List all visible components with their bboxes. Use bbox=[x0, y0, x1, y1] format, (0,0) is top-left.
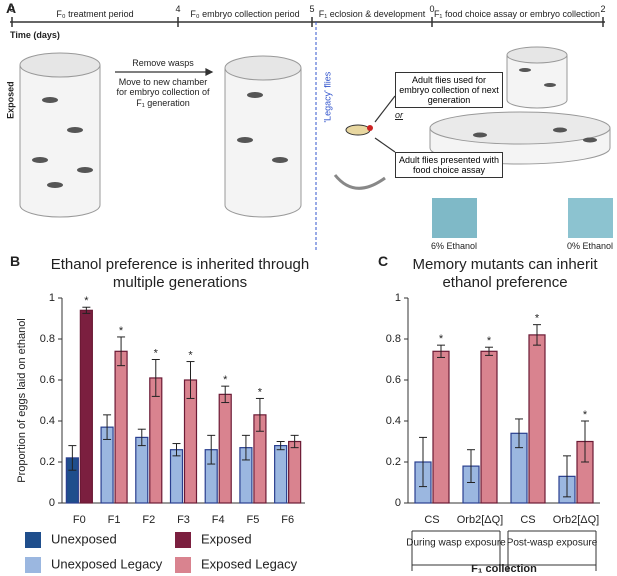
y-tick-label: 0.2 bbox=[386, 456, 401, 468]
y-tick-label: 0.4 bbox=[40, 415, 55, 427]
legend-swatch bbox=[25, 557, 41, 573]
panel-label: A bbox=[6, 0, 17, 16]
significance: * bbox=[258, 386, 263, 398]
period: F₁ eclosion & development bbox=[318, 9, 426, 19]
legend-swatch bbox=[25, 532, 41, 548]
x-tick-label: F4 bbox=[212, 514, 225, 526]
y-tick-label: 0 bbox=[395, 497, 401, 509]
group-bracket bbox=[411, 530, 501, 571]
x-tick-label: F0 bbox=[73, 514, 86, 526]
bar bbox=[528, 334, 546, 504]
bar bbox=[79, 309, 93, 504]
significance: * bbox=[119, 325, 124, 337]
plate-label: 6% Ethanol bbox=[430, 241, 478, 251]
y-tick-label: 1 bbox=[49, 292, 55, 304]
bar bbox=[480, 350, 498, 504]
plate-image bbox=[568, 198, 613, 238]
period: F₀ embryo collection period bbox=[190, 9, 300, 19]
period: F₀ treatment period bbox=[56, 9, 134, 19]
y-tick-label: 0 bbox=[49, 497, 55, 509]
time-axis-label: Time (days) bbox=[10, 30, 60, 40]
bar bbox=[169, 449, 184, 504]
bar bbox=[135, 436, 149, 504]
significance: * bbox=[439, 333, 444, 345]
x-tick-label: F2 bbox=[142, 514, 155, 526]
time-tick: 0 bbox=[429, 4, 435, 14]
group-label: During wasp exposure bbox=[406, 538, 506, 549]
plate-label: 0% Ethanol bbox=[566, 241, 614, 251]
x-tick-label: Orb2[ΔQ] bbox=[553, 514, 599, 526]
significance: * bbox=[188, 349, 193, 361]
or-label: or bbox=[395, 110, 404, 120]
group-title: F₁ collection bbox=[471, 563, 537, 575]
x-tick-label: CS bbox=[520, 514, 535, 526]
y-tick-label: 0.4 bbox=[386, 415, 401, 427]
legend-label: Exposed bbox=[201, 531, 252, 546]
bar bbox=[274, 445, 288, 504]
y-tick-label: 0.6 bbox=[40, 374, 55, 386]
x-tick-label: F5 bbox=[247, 514, 260, 526]
group-label: Post-wasp exposure bbox=[507, 538, 598, 549]
legend-label: Exposed Legacy bbox=[201, 556, 298, 571]
y-tick-label: 0.2 bbox=[40, 456, 55, 468]
period: F₁ food choice assay or embryo collectio… bbox=[433, 9, 601, 19]
x-tick-label: F3 bbox=[177, 514, 190, 526]
step: Move to new chamber for embryo collectio… bbox=[116, 77, 210, 108]
time-tick: 5 bbox=[309, 4, 315, 14]
y-tick-label: 1 bbox=[395, 292, 401, 304]
significance: * bbox=[154, 347, 159, 359]
arrows bbox=[115, 68, 396, 190]
chart-title: Memory mutants can inherit ethanol prefe… bbox=[412, 256, 598, 291]
significance: * bbox=[487, 335, 492, 347]
significance: * bbox=[223, 374, 228, 386]
time-tick: 2 bbox=[600, 4, 606, 14]
bar bbox=[288, 440, 302, 504]
option-box: Adult flies used for embryo collection o… bbox=[395, 72, 503, 108]
legend-swatch bbox=[175, 532, 191, 548]
x-tick-label: F1 bbox=[108, 514, 121, 526]
legend-label: Unexposed bbox=[51, 531, 117, 546]
timeline-ticks bbox=[11, 17, 604, 27]
significance: * bbox=[84, 295, 89, 307]
legend-label: Unexposed Legacy bbox=[51, 556, 163, 571]
flies bbox=[32, 68, 597, 188]
bar bbox=[218, 393, 232, 504]
time-tick: 4 bbox=[175, 4, 181, 14]
y-tick-label: 0.8 bbox=[40, 333, 55, 345]
panel-label: C bbox=[378, 253, 389, 269]
significance: * bbox=[535, 313, 540, 325]
bar bbox=[432, 350, 450, 504]
x-tick-label: Orb2[ΔQ] bbox=[457, 514, 503, 526]
x-tick-label: F6 bbox=[281, 514, 294, 526]
bar bbox=[114, 350, 128, 504]
time-tick: 0 bbox=[9, 4, 15, 14]
panel-label: B bbox=[10, 253, 21, 269]
option-box: Adult flies presented with food choice a… bbox=[395, 152, 503, 178]
legend-swatch bbox=[175, 557, 191, 573]
x-tick-label: CS bbox=[424, 514, 439, 526]
step: Remove wasps bbox=[132, 58, 194, 68]
y-axis-label: Proportion of eggs laid on ethanol bbox=[16, 318, 28, 483]
significance: * bbox=[583, 409, 588, 421]
group-bracket bbox=[507, 530, 597, 571]
plate-image bbox=[432, 198, 477, 238]
y-tick-label: 0.6 bbox=[386, 374, 401, 386]
y-tick-label: 0.8 bbox=[386, 333, 401, 345]
chart-title: Ethanol preference is inherited through … bbox=[50, 256, 310, 291]
